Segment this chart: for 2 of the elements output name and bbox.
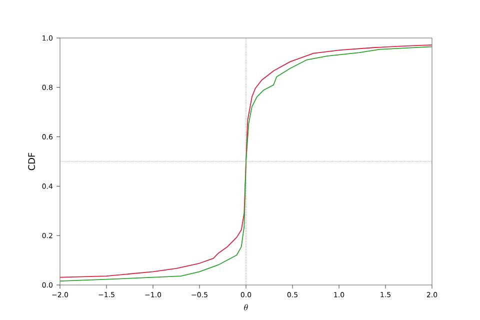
y-axis-title: CDF bbox=[28, 152, 35, 170]
x-axis-title: $\theta$ bbox=[244, 304, 248, 311]
